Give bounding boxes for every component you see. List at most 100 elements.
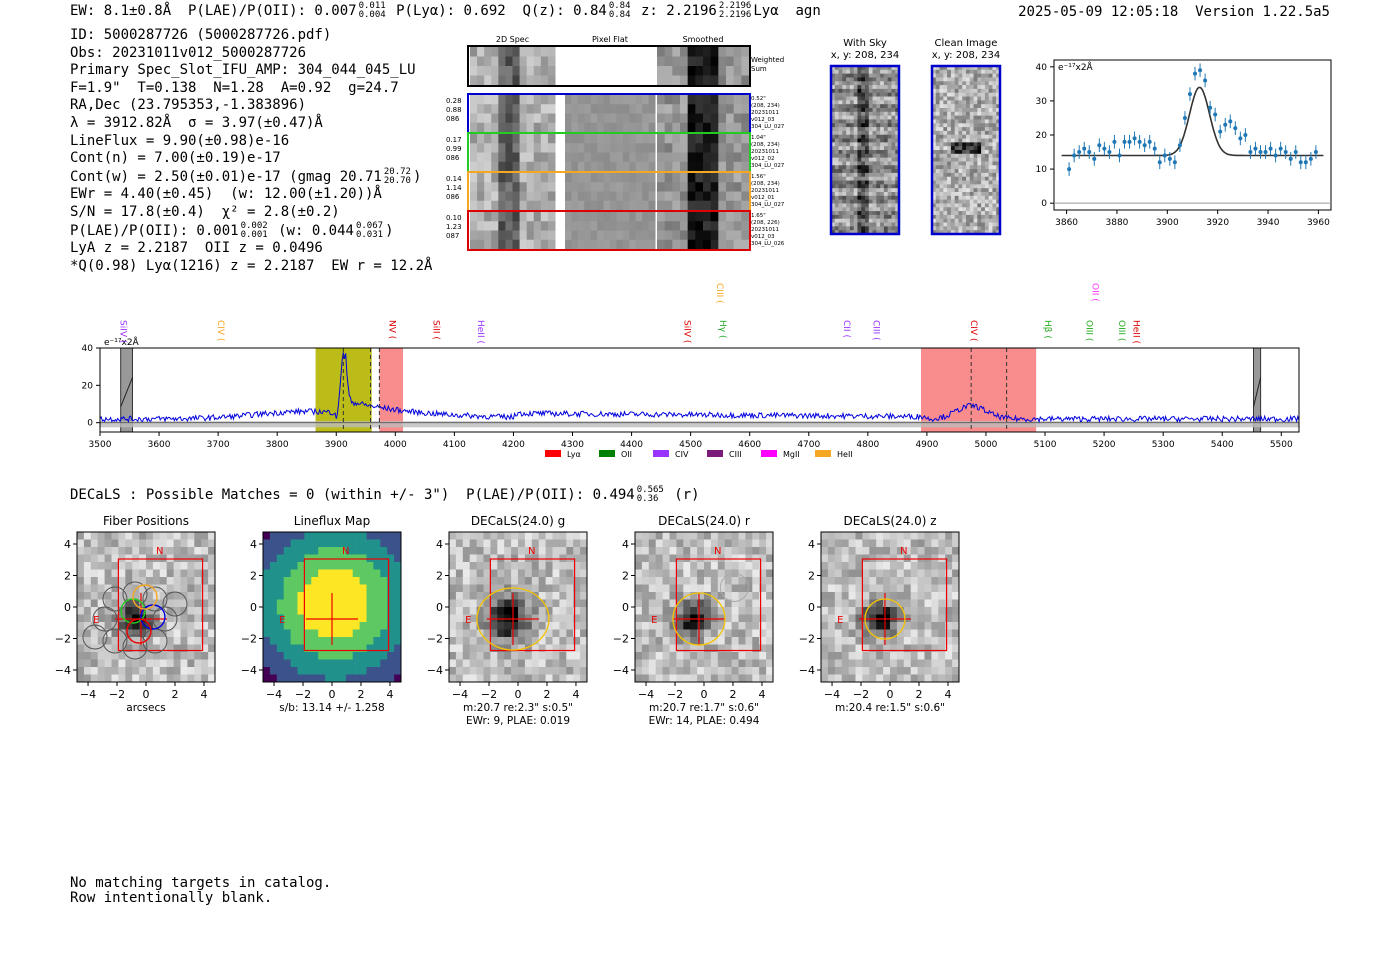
cutout-row-meta: (208, 234) [751,103,780,109]
north-label: N [714,546,721,557]
data-point [1097,143,1102,148]
info-contw: Cont(w) = 2.50(±0.01)e-17 (gmag 20.71 20.… [70,166,422,186]
sky-coords: x, y: 208, 234 [831,50,900,61]
info-plae: P(LAE)/P(OII): 0.001 0.002 0.001 (w: 0.044… [70,220,394,240]
data-point [1137,139,1142,144]
data-point [1303,160,1308,165]
header-summary: EW: 8.1±0.8Å P(LAE)/P(OII): 0.007 0.011 0.… [70,1,821,20]
emission-line-label: NV ( [386,320,396,339]
shaded-region [379,348,403,432]
spectrum-frame [99,347,1300,433]
panel-title: DECaLS(24.0) r [658,514,750,528]
emission-line-label: HeII ( [1131,320,1141,344]
east-label: E [93,615,99,626]
data-point [1263,150,1268,155]
x-tick-label: 5500 [1270,440,1293,450]
noise-band [100,421,1299,428]
spectrum-line [99,352,1300,424]
panel-caption: m:20.4 re:1.5" s:0.6" [835,702,945,714]
panel-caption: arcsecs [126,702,165,714]
y-tick-label: 10 [1036,165,1048,175]
x-tick-label: 3940 [1257,218,1280,228]
x-tick-label: 3900 [1156,218,1179,228]
info-sn: S/N = 17.8(±0.4) χ² = 2.8(±0.2) [70,203,340,220]
x-tick-label: −2 [481,688,497,701]
fiber-circle [122,634,148,660]
data-point [1243,133,1248,137]
x-tick-label: 2 [171,688,178,701]
weighted-row-col [470,47,556,86]
x-tick-label: 3860 [1055,218,1078,228]
x-tick-label: 3900 [325,440,348,450]
neighbor-aperture [719,573,749,602]
data-point [1122,139,1127,144]
data-point [1132,136,1137,141]
info-lambda: λ = 3912.82Å σ = 3.97(±0.47)Å [70,114,323,131]
footer-notes: No matching targets in catalog. Row inte… [70,876,331,906]
data-point [1248,150,1253,155]
sky-title: Clean Image [935,38,998,49]
data-point [1092,156,1097,161]
x-tick-label: 4300 [561,440,584,450]
emission-line-label: CII ( [841,320,851,338]
data-point [1253,146,1258,151]
cutout-row-col [657,134,750,172]
x-tick-label: −2 [667,688,683,701]
y-tick-label: 0 [1041,199,1047,209]
info-fwhm: F=1.9" T=0.138 N=1.28 A=0.92 g=24.7 [70,79,399,96]
weighted-label: Weighted [751,56,784,64]
x-tick-label: 0 [887,688,894,701]
x-tick-label: −4 [638,688,654,701]
info-contn: Cont(n) = 7.00(±0.19)e-17 [70,150,281,167]
cutout-row-col [657,212,750,250]
cutout-row-meta: 1.65" [751,213,766,219]
data-point [1198,68,1203,73]
info-lineflux: LineFlux = 9.90(±0.98)e-16 [70,132,290,149]
cutout-row-col [565,95,656,133]
cutout-row-value: 0.88 [446,106,462,114]
north-label: N [900,546,907,557]
fiber-circle [102,628,128,654]
data-point [1152,146,1157,151]
cutout-row-value: 0.17 [446,136,462,144]
cutout-row-meta: 1.56" [751,174,766,180]
cutout-row-frame [467,210,751,251]
cutout-image [821,532,960,683]
data-point [1228,119,1233,124]
cutout-row-meta: 20231011 [751,110,779,116]
info-slot: Primary Spec_Slot_IFU_AMP: 304_044_045_L… [70,62,416,79]
x-tick-label: −4 [824,688,840,701]
cutout-image [449,532,588,683]
shaded-region [920,348,1037,432]
emission-line-label: Hγ ( [717,320,727,338]
y-axis-label: e⁻¹⁷x2Å [104,336,140,348]
emission-line-label: SiIV ( [682,320,692,343]
y-tick-label: 20 [1036,131,1048,141]
x-tick-label: 2 [543,688,550,701]
emission-line-label: CIII ( [714,283,724,304]
panel-caption-2: EWr: 9, PLAE: 0.019 [466,715,570,727]
line-fit-plot: 3860 3880 3900 3920 3940 3960 0 10 20 30 40 e⁻¹⁷x2Å [1036,59,1332,228]
x-tick-label: 3500 [89,440,112,450]
y-tick-label: 0 [622,601,629,614]
panel-title: Fiber Positions [103,514,189,528]
y-tick-label: −2 [241,633,257,646]
sky-frame [829,64,901,236]
data-point [1107,150,1112,155]
panel-caption: m:20.7 re:1.7" s:0.6" [649,702,759,714]
weighted-frame [467,45,751,87]
data-point [1233,126,1238,131]
panel-title: Lineflux Map [294,514,370,528]
emission-line-label: CIV ( [968,320,978,341]
x-tick-label: 2 [729,688,736,701]
y-tick-label: 2 [808,570,815,583]
data-point [1258,150,1263,155]
cutout-row-value: 0.28 [446,97,462,105]
y-tick-label: −4 [799,664,815,677]
data-point [1177,143,1182,148]
data-point [1087,150,1092,155]
cutout-row-col [657,95,750,133]
data-point [1208,105,1213,110]
x-tick-label: 4500 [679,440,702,450]
x-tick-label: 5300 [1152,440,1175,450]
